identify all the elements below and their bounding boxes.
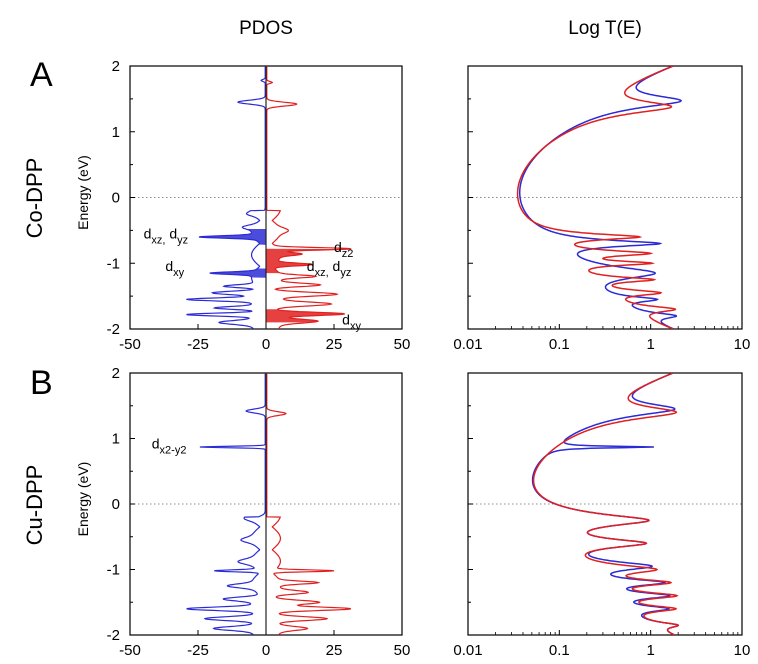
co-pdos-up-series [186,66,266,329]
cu-pdos-ytick-label: -1 [107,562,120,579]
cu-trans-xtick-label: 1 [646,642,654,659]
cu-pdos-plot-area [186,373,352,635]
co-pdos-xtick-label: -50 [119,336,141,353]
co-trans-down-series [516,66,677,329]
co-trans-xtick-label: 0.1 [549,336,570,353]
cu-pdos-xtick-label: 50 [394,642,411,659]
cu-pdos-ytick-label: 2 [112,365,120,382]
pdos-column-title: PDOS [239,18,293,39]
co-pdos-up-fill [209,268,266,278]
cu-trans-panel: 0.01 0.1 1 10 [453,372,751,659]
cu-pdos-panel: -50 -25 0 25 50 2 1 0 -1 -2 Energy (eV) dx2-y2 [75,365,410,659]
co-pdos-xtick-label: -25 [187,336,209,353]
cu-trans-xtick-label: 0.01 [453,642,482,659]
co-pdos-annotation: dxy [342,311,361,332]
cu-trans-down-series [532,373,680,635]
co-pdos-ytick-label: 0 [112,190,120,207]
cu-pdos-xtick-label: 0 [262,642,270,659]
co-trans-xtick-label: 1 [646,336,654,353]
cu-pdos-ytick-label: -2 [107,627,120,644]
co-trans-xtick-label: 0.01 [453,336,482,353]
co-pdos-panel: -50 -25 0 25 50 2 1 0 -1 -2 Energy (eV) dxz, dyz dxy… [75,58,410,353]
co-pdos-ytick-label: -2 [107,321,120,338]
cu-pdos-ytick-label: 0 [112,496,120,513]
co-pdos-ytick-label: -1 [107,255,120,272]
co-pdos-ytick-label: 2 [112,58,120,75]
co-pdos-ytick-label: 1 [112,124,120,141]
co-pdos-xtick-label: 0 [262,336,270,353]
cu-pdos-ytick-label: 1 [112,431,120,448]
co-trans-panel: 0.01 0.1 1 10 [453,65,751,353]
cu-trans-xtick-label: 0.1 [549,642,570,659]
cu-pdos-xtick-label: 25 [326,642,343,659]
co-trans-xtick-label: 10 [734,336,751,353]
cu-pdos-xtick-label: -50 [119,642,141,659]
co-pdos-down-series [266,66,352,329]
co-pdos-annotation: dxz, dyz [144,225,189,246]
co-pdos-annotation: dxy [165,258,184,279]
row-a-letter: A [30,56,53,94]
co-pdos-down-fill [266,248,349,274]
cu-pdos-ylabel: Energy (eV) [75,462,91,537]
co-pdos-xtick-label: 25 [326,336,343,353]
cu-pdos-down-series [266,373,352,635]
row-b-molecule-label: Cu-DPP [22,465,47,546]
cu-pdos-annotation: dx2-y2 [152,435,187,456]
row-b-letter: B [30,364,53,402]
cu-pdos-xtick-label: -25 [187,642,209,659]
co-pdos-annotation: dxz, dyz [307,258,352,279]
transmission-column-title: Log T(E) [568,18,642,39]
cu-pdos-up-series [186,373,266,635]
co-trans-plot-area [516,66,682,329]
co-pdos-annotation: dz2 [334,239,353,260]
cu-trans-plot-area [531,373,680,635]
co-pdos-plot-area [186,66,352,329]
co-pdos-up-fill [199,229,266,245]
cu-trans-xtick-label: 10 [734,642,751,659]
co-pdos-xtick-label: 50 [394,336,411,353]
co-pdos-ylabel: Energy (eV) [75,155,91,230]
row-a-molecule-label: Co-DPP [22,158,47,239]
co-trans-up-series [518,66,682,329]
